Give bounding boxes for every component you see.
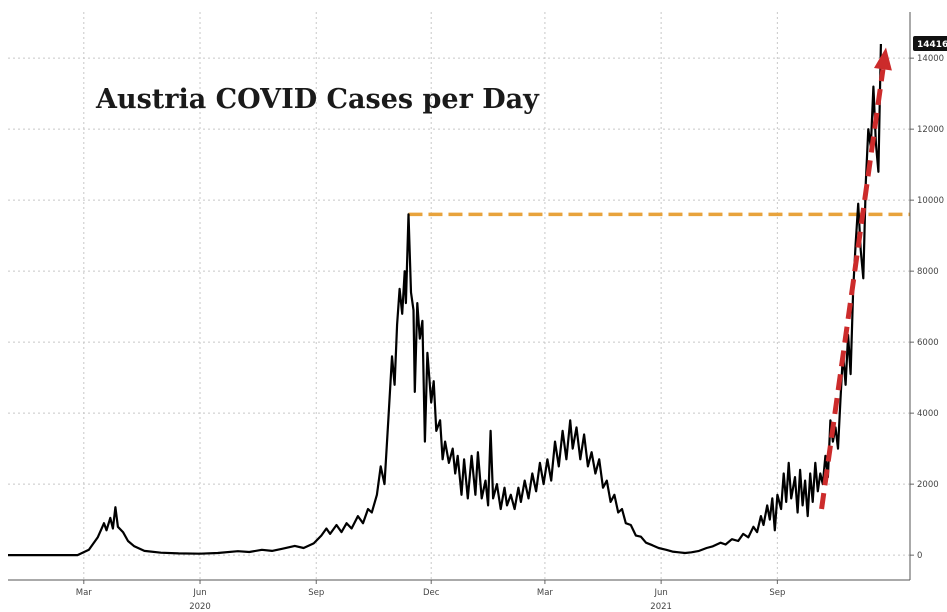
- last-value-label: 14416: [917, 40, 947, 50]
- y-tick-label: 8000: [917, 267, 939, 277]
- chart-title: Austria COVID Cases per Day: [95, 84, 540, 115]
- grid: [8, 12, 910, 580]
- x-tick-label: Sep: [769, 588, 785, 598]
- x-tick-label: Dec: [423, 588, 440, 598]
- y-tick-label: 14000: [917, 54, 944, 64]
- series-line: [8, 43, 882, 557]
- x-tick-label: Sep: [308, 588, 324, 598]
- trend-arrow-group: [819, 47, 892, 510]
- x-year-label: 2020: [189, 602, 211, 612]
- axes: 0 2000 4000 6000 8000 10000 12000 14000 Mar Jun Se…: [8, 12, 947, 612]
- x-tick-label: Mar: [537, 588, 554, 598]
- x-tick-label: Jun: [653, 588, 667, 598]
- x-tick-label: Jun: [192, 588, 206, 598]
- x-year-label: 2021: [650, 602, 672, 612]
- last-value-badge: [913, 35, 947, 51]
- y-tick-label: 10000: [917, 196, 944, 206]
- y-tick-label: 0: [917, 551, 922, 561]
- series-group: [8, 43, 882, 557]
- y-tick-label: 6000: [917, 338, 939, 348]
- x-tick-label: Mar: [76, 588, 93, 598]
- y-tick-label: 4000: [917, 409, 939, 419]
- trend-arrow-shaft: [819, 68, 886, 510]
- y-tick-label: 12000: [917, 125, 944, 135]
- trend-arrow-head: [874, 47, 892, 71]
- y-tick-label: 2000: [917, 480, 939, 490]
